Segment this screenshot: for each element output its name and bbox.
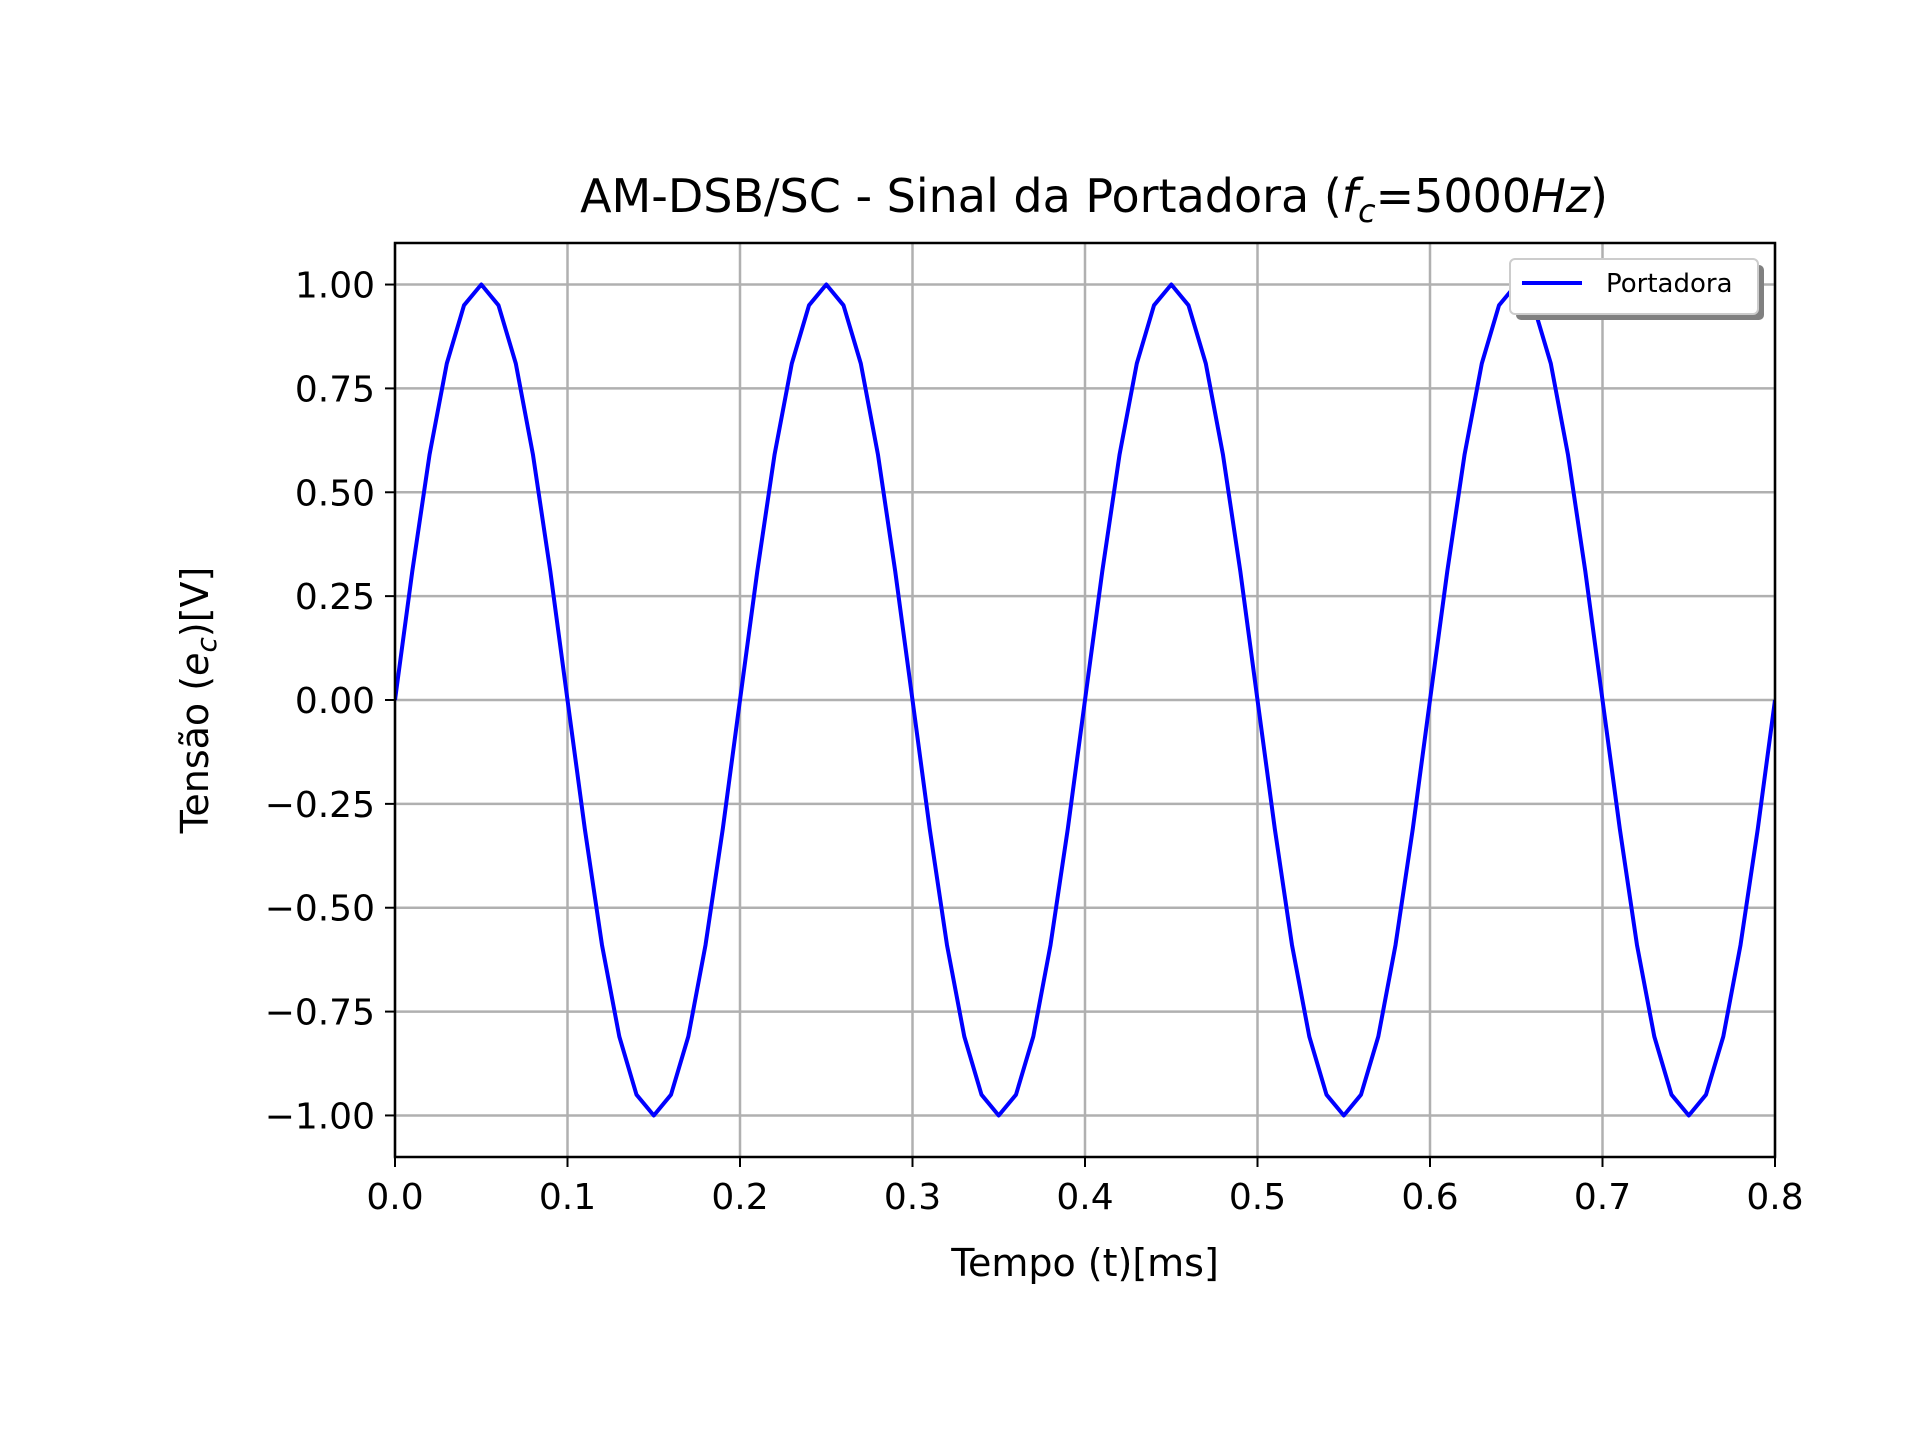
y-tick-label: −0.75 — [265, 993, 375, 1034]
plot-area-frame — [393, 241, 1777, 1159]
y-tick-label: 0.75 — [295, 369, 375, 410]
legend: Portadora — [1509, 258, 1764, 320]
x-tick-label: 0.0 — [366, 1177, 423, 1218]
series-layer — [395, 282, 1775, 1118]
legend-box — [1509, 258, 1759, 315]
x-tick-label: 0.8 — [1746, 1177, 1803, 1218]
y-tick-label: 1.00 — [295, 266, 375, 307]
x-tick-label: 0.3 — [884, 1177, 941, 1218]
legend-label-portadora: Portadora — [1606, 269, 1733, 299]
x-tick-label: 0.2 — [711, 1177, 768, 1218]
y-tick-label: −1.00 — [265, 1096, 375, 1137]
y-tick-label: −0.25 — [265, 785, 375, 826]
x-tick-label: 0.4 — [1056, 1177, 1113, 1218]
chart-title: AM-DSB/SC - Sinal da Portadora (fc=5000H… — [580, 169, 1608, 230]
y-tick-label: 0.50 — [295, 473, 375, 514]
x-tick-label: 0.5 — [1229, 1177, 1286, 1218]
axis-ticks: 0.0 0.1 0.2 0.3 0.4 0.5 0.6 0.7 0.8 1.00 0.75 0.50 0… — [265, 266, 1804, 1218]
x-tick-label: 0.6 — [1401, 1177, 1458, 1218]
series-line-portadora — [395, 282, 1775, 1118]
x-tick-label: 0.1 — [539, 1177, 596, 1218]
y-tick-label: 0.25 — [295, 577, 375, 618]
x-axis-label: Tempo (t)[ms] — [950, 1241, 1219, 1285]
y-tick-label: −0.50 — [265, 889, 375, 930]
x-tick-label: 0.7 — [1574, 1177, 1631, 1218]
y-axis-label: Tensão (ec)[V] — [173, 567, 223, 835]
y-tick-label: 0.00 — [295, 681, 375, 722]
